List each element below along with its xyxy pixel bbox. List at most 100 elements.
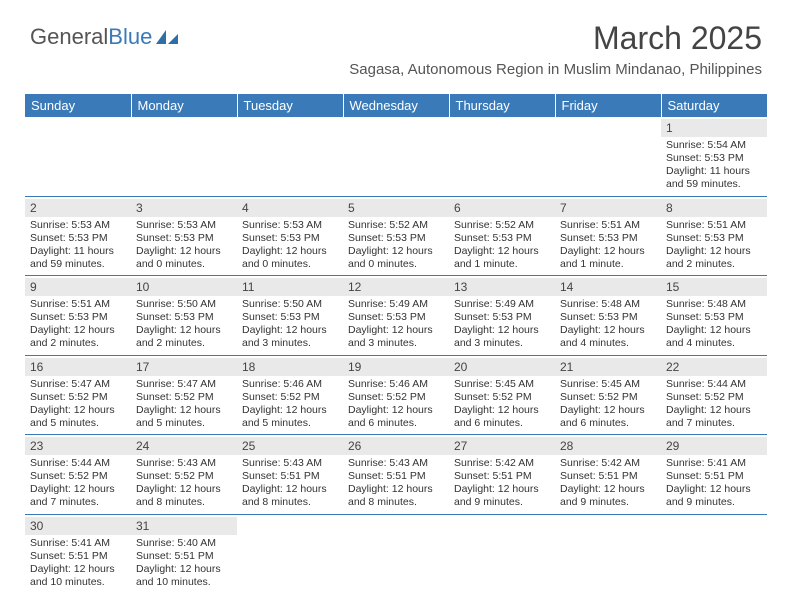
- daylight-text: Daylight: 12 hours and 0 minutes.: [348, 245, 444, 271]
- calendar-cell: 20Sunrise: 5:45 AMSunset: 5:52 PMDayligh…: [449, 355, 555, 435]
- sunset-text: Sunset: 5:52 PM: [242, 391, 338, 404]
- sunrise-text: Sunrise: 5:44 AM: [666, 378, 762, 391]
- calendar-cell: [237, 117, 343, 196]
- calendar-cell: 26Sunrise: 5:43 AMSunset: 5:51 PMDayligh…: [343, 435, 449, 515]
- daylight-text: Daylight: 12 hours and 2 minutes.: [666, 245, 762, 271]
- sunrise-text: Sunrise: 5:40 AM: [136, 537, 232, 550]
- calendar-cell: 13Sunrise: 5:49 AMSunset: 5:53 PMDayligh…: [449, 276, 555, 356]
- daylight-text: Daylight: 12 hours and 10 minutes.: [136, 563, 232, 589]
- daylight-text: Daylight: 12 hours and 7 minutes.: [30, 483, 126, 509]
- calendar-cell: 31Sunrise: 5:40 AMSunset: 5:51 PMDayligh…: [131, 514, 237, 593]
- day-number: 17: [131, 358, 237, 376]
- day-number: 6: [449, 199, 555, 217]
- calendar-cell: 14Sunrise: 5:48 AMSunset: 5:53 PMDayligh…: [555, 276, 661, 356]
- calendar-cell: [555, 514, 661, 593]
- daylight-text: Daylight: 12 hours and 3 minutes.: [242, 324, 338, 350]
- calendar-cell: 23Sunrise: 5:44 AMSunset: 5:52 PMDayligh…: [25, 435, 131, 515]
- sunrise-text: Sunrise: 5:47 AM: [136, 378, 232, 391]
- sunrise-text: Sunrise: 5:43 AM: [242, 457, 338, 470]
- calendar-week-row: 16 Sunrise: 5:47 AM Sunset: 5:52 PM Dayligh…: [25, 355, 767, 435]
- calendar-cell: 25Sunrise: 5:43 AMSunset: 5:51 PMDayligh…: [237, 435, 343, 515]
- day-number: 10: [131, 278, 237, 296]
- calendar-week-row: 30Sunrise: 5:41 AMSunset: 5:51 PMDayligh…: [25, 514, 767, 593]
- sunrise-text: Sunrise: 5:42 AM: [560, 457, 656, 470]
- sunset-text: Sunset: 5:53 PM: [454, 311, 550, 324]
- calendar-cell: 29Sunrise: 5:41 AMSunset: 5:51 PMDayligh…: [661, 435, 767, 515]
- calendar-week-row: 1Sunrise: 5:54 AMSunset: 5:53 PMDaylight…: [25, 117, 767, 196]
- day-number: 19: [343, 358, 449, 376]
- calendar-cell: 2Sunrise: 5:53 AMSunset: 5:53 PMDaylight…: [25, 196, 131, 276]
- calendar-cell: [25, 117, 131, 196]
- daylight-text: Daylight: 12 hours and 8 minutes.: [242, 483, 338, 509]
- sunrise-text: Sunrise: 5:50 AM: [242, 298, 338, 311]
- day-number: 15: [661, 278, 767, 296]
- logo-text-blue: Blue: [108, 24, 152, 50]
- calendar-cell: 10Sunrise: 5:50 AMSunset: 5:53 PMDayligh…: [131, 276, 237, 356]
- sunset-text: Sunset: 5:53 PM: [666, 311, 762, 324]
- calendar-cell: 21Sunrise: 5:45 AMSunset: 5:52 PMDayligh…: [555, 355, 661, 435]
- day-number: 4: [237, 199, 343, 217]
- daylight-text: Daylight: 12 hours and 7 minutes.: [666, 404, 762, 430]
- calendar-cell: 1Sunrise: 5:54 AMSunset: 5:53 PMDaylight…: [661, 117, 767, 196]
- day-number: 14: [555, 278, 661, 296]
- daylight-text: Daylight: 12 hours and 3 minutes.: [454, 324, 550, 350]
- day-number: 30: [25, 517, 131, 535]
- sunset-text: Sunset: 5:51 PM: [454, 470, 550, 483]
- sunrise-text: Sunrise: 5:49 AM: [454, 298, 550, 311]
- calendar-cell: [343, 514, 449, 593]
- day-number: 16: [25, 358, 131, 376]
- calendar-cell: 6Sunrise: 5:52 AMSunset: 5:53 PMDaylight…: [449, 196, 555, 276]
- day-number: 25: [237, 437, 343, 455]
- sunrise-text: Sunrise: 5:53 AM: [136, 219, 232, 232]
- daylight-text: Daylight: 12 hours and 6 minutes.: [560, 404, 656, 430]
- calendar-cell: 30Sunrise: 5:41 AMSunset: 5:51 PMDayligh…: [25, 514, 131, 593]
- sunset-text: Sunset: 5:53 PM: [666, 232, 762, 245]
- day-number: 29: [661, 437, 767, 455]
- daylight-text: Daylight: 11 hours and 59 minutes.: [30, 245, 126, 271]
- location-subtitle: Sagasa, Autonomous Region in Muslim Mind…: [30, 61, 762, 78]
- daylight-text: Daylight: 12 hours and 1 minute.: [560, 245, 656, 271]
- calendar-cell: 8Sunrise: 5:51 AMSunset: 5:53 PMDaylight…: [661, 196, 767, 276]
- calendar-cell: 12Sunrise: 5:49 AMSunset: 5:53 PMDayligh…: [343, 276, 449, 356]
- sunrise-text: Sunrise: 5:46 AM: [348, 378, 444, 391]
- sunset-text: Sunset: 5:53 PM: [560, 311, 656, 324]
- calendar-cell: [555, 117, 661, 196]
- sunrise-text: Sunrise: 5:42 AM: [454, 457, 550, 470]
- calendar-cell: 3Sunrise: 5:53 AMSunset: 5:53 PMDaylight…: [131, 196, 237, 276]
- col-saturday: Saturday: [661, 94, 767, 117]
- daylight-text: Daylight: 12 hours and 2 minutes.: [136, 324, 232, 350]
- sunrise-text: Sunrise: 5:41 AM: [30, 537, 126, 550]
- daylight-text: Daylight: 12 hours and 9 minutes.: [454, 483, 550, 509]
- sunset-text: Sunset: 5:53 PM: [136, 311, 232, 324]
- day-number: 31: [131, 517, 237, 535]
- sunset-text: Sunset: 5:53 PM: [348, 232, 444, 245]
- calendar-cell: [661, 514, 767, 593]
- daylight-text: Daylight: 12 hours and 5 minutes.: [136, 404, 232, 430]
- sunset-text: Sunset: 5:53 PM: [136, 232, 232, 245]
- daylight-text: Daylight: 12 hours and 6 minutes.: [454, 404, 550, 430]
- calendar-cell: [449, 514, 555, 593]
- day-number: 26: [343, 437, 449, 455]
- sunset-text: Sunset: 5:53 PM: [242, 232, 338, 245]
- day-number: 1: [661, 119, 767, 137]
- sunset-text: Sunset: 5:53 PM: [348, 311, 444, 324]
- calendar-week-row: 9Sunrise: 5:51 AMSunset: 5:53 PMDaylight…: [25, 276, 767, 356]
- daylight-text: Daylight: 12 hours and 8 minutes.: [136, 483, 232, 509]
- calendar-cell: [343, 117, 449, 196]
- calendar-cell: 22Sunrise: 5:44 AMSunset: 5:52 PMDayligh…: [661, 355, 767, 435]
- day-number: 18: [237, 358, 343, 376]
- calendar-cell: 18Sunrise: 5:46 AMSunset: 5:52 PMDayligh…: [237, 355, 343, 435]
- daylight-text: Daylight: 12 hours and 1 minute.: [454, 245, 550, 271]
- daylight-text: Daylight: 12 hours and 8 minutes.: [348, 483, 444, 509]
- sunrise-text: Sunrise: 5:53 AM: [242, 219, 338, 232]
- sunrise-text: Sunrise: 5:49 AM: [348, 298, 444, 311]
- sunrise-text: Sunrise: 5:45 AM: [454, 378, 550, 391]
- col-tuesday: Tuesday: [237, 94, 343, 117]
- calendar-week-row: 2Sunrise: 5:53 AMSunset: 5:53 PMDaylight…: [25, 196, 767, 276]
- calendar-body: 1Sunrise: 5:54 AMSunset: 5:53 PMDaylight…: [25, 117, 767, 593]
- sunset-text: Sunset: 5:52 PM: [30, 391, 126, 404]
- sunset-text: Sunset: 5:51 PM: [348, 470, 444, 483]
- calendar-cell: 5Sunrise: 5:52 AMSunset: 5:53 PMDaylight…: [343, 196, 449, 276]
- calendar-cell: 16Sunrise: 5:47 AMSunset: 5:52 PMDayligh…: [25, 355, 131, 435]
- daylight-text: Daylight: 12 hours and 4 minutes.: [666, 324, 762, 350]
